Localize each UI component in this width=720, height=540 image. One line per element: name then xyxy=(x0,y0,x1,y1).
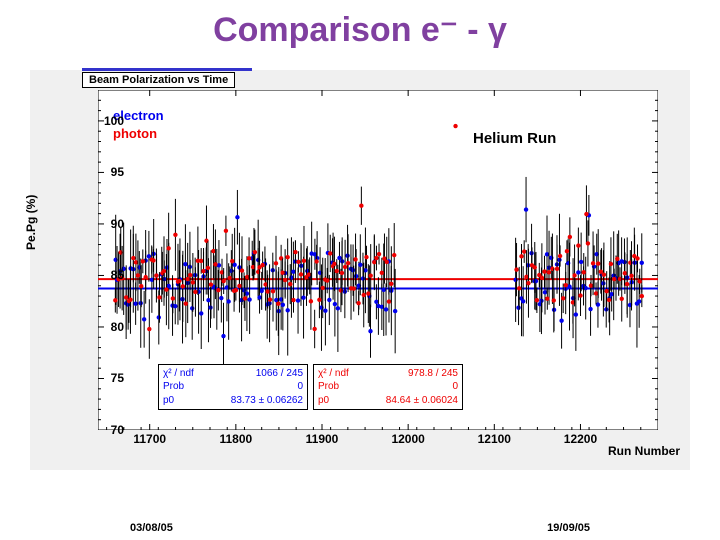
x-tick-label: 11700 xyxy=(125,432,175,446)
fit-p-prob-label: Prob xyxy=(318,380,339,394)
date-left: 03/08/05 xyxy=(130,522,173,534)
fit-e-chi2-label: χ² / ndf xyxy=(163,367,194,381)
chart-title: Beam Polarization vs Time xyxy=(82,72,235,88)
legend-photon: photon xyxy=(113,126,157,141)
fit-p-prob: 0 xyxy=(452,380,458,394)
fit-p-p0: 84.64 ± 0.06024 xyxy=(386,394,458,408)
plot-area: electron photon Helium Run χ² / ndf1066 … xyxy=(98,90,658,430)
y-tick-label: 100 xyxy=(94,114,124,128)
annotation-helium: Helium Run xyxy=(473,130,556,147)
fit-p-chi2-label: χ² / ndf xyxy=(318,367,349,381)
date-right: 19/09/05 xyxy=(547,522,590,534)
chart-title-text: Beam Polarization vs Time xyxy=(89,74,228,86)
y-axis-label: Pe.Pg (%) xyxy=(24,195,38,250)
title-text: Comparison e⁻ - γ xyxy=(213,11,507,49)
fit-box-electron: χ² / ndf 1066 / 245 Prob 0 p0 83.73 ± 0.062… xyxy=(158,364,308,411)
y-tick-label: 75 xyxy=(94,371,124,385)
x-axis-label: Run Number xyxy=(608,444,680,458)
y-tick-label: 70 xyxy=(94,423,124,437)
x-tick-label: 11800 xyxy=(211,432,261,446)
x-tick-label: 12000 xyxy=(383,432,433,446)
chart-container: Beam Polarization vs Time Pe.Pg (%) elec… xyxy=(30,70,690,470)
annotation-text: Helium Run xyxy=(473,130,556,147)
x-tick-label: 12200 xyxy=(555,432,605,446)
y-tick-label: 80 xyxy=(94,320,124,334)
fit-p-chi2: 978.8 / 245 xyxy=(408,367,458,381)
fit-e-prob-label: Prob xyxy=(163,380,184,394)
chart-title-bar xyxy=(82,68,252,71)
fit-e-p0-label: p0 xyxy=(163,394,174,408)
fit-box-photon: χ² / ndf 978.8 / 245 Prob 0 p0 84.64 ± 0.06… xyxy=(313,364,463,411)
y-tick-label: 90 xyxy=(94,217,124,231)
legend-photon-label: photon xyxy=(113,126,157,141)
fit-p-p0-label: p0 xyxy=(318,394,329,408)
x-tick-label: 12100 xyxy=(469,432,519,446)
fit-e-chi2: 1066 / 245 xyxy=(256,367,303,381)
page-title: Comparison e⁻ - γ xyxy=(0,0,720,50)
fit-e-p0: 83.73 ± 0.06262 xyxy=(231,394,303,408)
y-tick-label: 95 xyxy=(94,165,124,179)
fit-e-prob: 0 xyxy=(297,380,303,394)
y-tick-label: 85 xyxy=(94,268,124,282)
x-tick-label: 11900 xyxy=(297,432,347,446)
